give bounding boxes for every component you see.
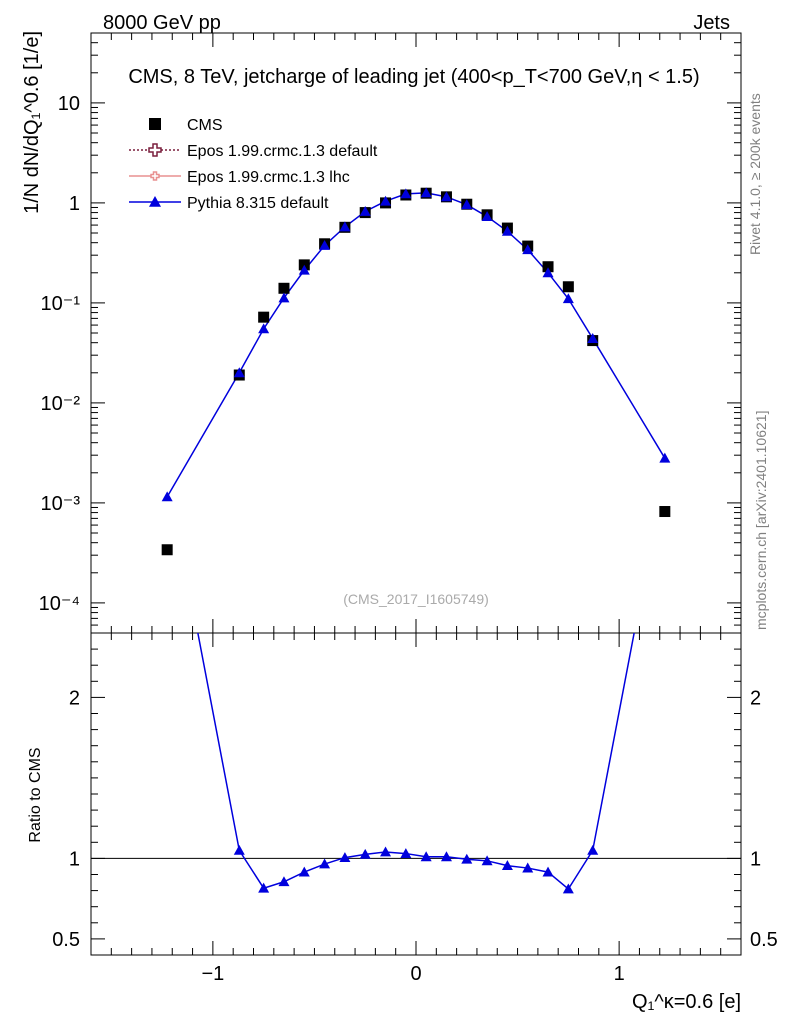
pythia-ratio-marker	[461, 853, 473, 864]
x-axis-label: Q₁^κ=0.6 [e]	[632, 991, 741, 1013]
y-tick-label: 10⁻²	[41, 393, 81, 415]
ratio-tick-label-left: 1	[69, 848, 80, 870]
ratio-tick-label-right: 2	[750, 687, 761, 709]
ratio-tick-label-left: 2	[69, 687, 80, 709]
pythia-ratio-marker	[440, 851, 452, 862]
header-category-label: Jets	[693, 12, 730, 34]
x-tick-label: 1	[614, 963, 625, 985]
legend: CMS Epos 1.99.crmc.1.3 default Epos 1.99.c…	[129, 117, 378, 212]
x-tick-label: −1	[201, 963, 224, 985]
y-tick-label: 10	[58, 93, 80, 115]
pythia-marker	[380, 195, 392, 206]
pythia-marker	[522, 244, 534, 255]
ratio-plot-frame	[90, 632, 742, 956]
pythia-marker	[461, 199, 473, 210]
legend-pythia-marker	[149, 196, 161, 207]
pythia-marker	[359, 206, 371, 216]
pythia-marker	[278, 292, 290, 303]
legend-epos-marker	[150, 171, 160, 181]
pythia-marker	[161, 491, 173, 502]
ratio-tick-label-right: 0.5	[750, 929, 778, 951]
pythia-ratio-marker	[659, 467, 670, 477]
pythia-ratio-line	[197, 633, 635, 891]
axis-ticks	[90, 32, 742, 956]
pythia-ratio-marker	[162, 467, 173, 477]
ratio-y-axis-label: Ratio to CMS	[27, 747, 44, 842]
main-series	[161, 187, 671, 556]
pythia-ratio-marker	[481, 855, 493, 866]
pythia-ratio-marker	[278, 876, 290, 887]
pythia-ratio-marker	[562, 883, 574, 894]
pythia-ratio-marker	[501, 860, 513, 871]
ratio-tick-label-right: 1	[750, 848, 761, 870]
cms-data-point	[161, 544, 173, 556]
legend-label: Epos 1.99.crmc.1.3 default	[187, 143, 378, 160]
pythia-marker	[659, 452, 671, 463]
y-tick-label: 10⁻³	[41, 493, 81, 515]
pythia-marker	[587, 333, 599, 343]
pythia-marker	[339, 221, 351, 232]
pythia-marker	[420, 187, 432, 198]
pythia-ratio-marker	[420, 851, 432, 862]
header-energy-label: 8000 GeV pp	[103, 12, 221, 34]
pythia-ratio-marker	[542, 866, 554, 877]
pythia-marker	[298, 264, 310, 275]
pythia-marker	[400, 188, 412, 199]
legend-cms-marker	[149, 118, 161, 130]
pythia-ratio-marker	[380, 846, 392, 857]
ratio-tick-label-left: 0.5	[52, 929, 80, 951]
y-tick-label: 1	[69, 193, 80, 215]
pythia-ratio-marker	[233, 844, 245, 855]
pythia-ratio-marker	[319, 858, 331, 869]
mcplots-reference-label: mcplots.cern.ch [arXiv:2401.10621]	[753, 411, 769, 630]
pythia-ratio-marker	[587, 844, 599, 855]
legend-label: CMS	[187, 117, 223, 134]
legend-label: Epos 1.99.crmc.1.3 lhc	[187, 169, 350, 186]
legend-epos-marker	[148, 143, 162, 157]
y-tick-label: 10⁻⁴	[39, 593, 80, 615]
ratio-series	[162, 467, 670, 894]
pythia-marker	[542, 267, 554, 278]
pythia-marker	[562, 293, 574, 304]
cms-data-point	[278, 282, 290, 294]
pythia-ratio-marker	[298, 866, 310, 877]
pythia-ratio-marker	[258, 882, 270, 893]
pythia-ratio-marker	[359, 848, 371, 859]
cms-data-point	[542, 261, 554, 273]
chart-title: CMS, 8 TeV, jetcharge of leading jet (40…	[128, 66, 699, 88]
cms-data-point	[258, 311, 270, 323]
pythia-marker	[481, 211, 493, 221]
pythia-ratio-marker	[522, 862, 534, 873]
pythia-marker	[440, 191, 452, 202]
pythia-ratio-marker	[400, 848, 412, 858]
axis-tick-labels: −1 0 1 10 1 10⁻¹ 10⁻² 10⁻³ 10⁻⁴ 2 2 1 1 0.5 0.5	[39, 93, 778, 985]
rivet-version-label: Rivet 4.1.0, ≥ 200k events	[747, 93, 763, 255]
pythia-marker	[233, 367, 245, 378]
pythia-marker	[319, 239, 331, 250]
chart-title-text: CMS, 8 TeV, jetcharge of leading jet (40…	[128, 66, 699, 88]
x-tick-label: 0	[410, 963, 421, 985]
legend-label: Pythia 8.315 default	[187, 195, 329, 212]
y-axis-label: 1/N dN/dQ₁^0.6 [1/e]	[21, 31, 43, 214]
y-tick-label: 10⁻¹	[41, 293, 81, 315]
cms-data-point	[659, 506, 671, 518]
pythia-marker	[501, 225, 513, 236]
pythia-marker	[258, 323, 270, 334]
cms-data-point	[562, 281, 574, 293]
pythia-ratio-marker	[339, 852, 351, 862]
analysis-watermark: (CMS_2017_I1605749)	[343, 591, 489, 607]
